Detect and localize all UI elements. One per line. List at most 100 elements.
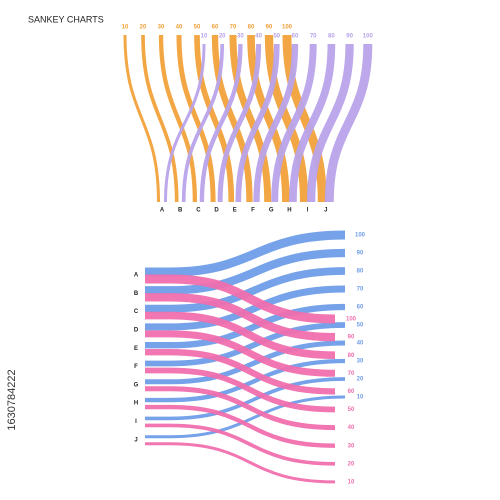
- flow: [235, 43, 280, 203]
- value-label: 40: [176, 25, 183, 31]
- flow: [145, 303, 346, 349]
- value-label: 30: [348, 443, 355, 449]
- value-label: 80: [348, 353, 355, 359]
- flow: [229, 34, 272, 203]
- flow: [145, 267, 346, 313]
- node-label: E: [233, 208, 237, 214]
- flow: [145, 367, 336, 413]
- flow: [289, 43, 336, 203]
- flow: [145, 395, 346, 439]
- node-label: C: [134, 309, 139, 315]
- value-label: 90: [346, 34, 353, 40]
- flow: [264, 34, 309, 203]
- flow: [247, 34, 290, 203]
- node-label: J: [324, 208, 327, 214]
- value-label: 30: [357, 359, 364, 365]
- chart-title: SANKEY CHARTS: [28, 14, 104, 24]
- value-label: 100: [355, 233, 366, 239]
- flow: [145, 386, 336, 431]
- node-label: F: [251, 208, 255, 214]
- value-label: 10: [348, 479, 355, 485]
- value-label: 80: [357, 269, 364, 275]
- value-label: 100: [363, 34, 374, 40]
- value-label: 20: [140, 25, 147, 31]
- flow: [145, 322, 346, 367]
- value-label: 90: [348, 335, 355, 341]
- value-label: 100: [346, 317, 357, 323]
- value-label: 90: [266, 25, 273, 31]
- flow: [145, 423, 336, 466]
- node-label: J: [134, 437, 137, 443]
- flow: [253, 43, 299, 203]
- value-label: 80: [248, 25, 255, 31]
- value-label: 60: [292, 34, 299, 40]
- value-label: 20: [357, 377, 364, 383]
- flow: [145, 230, 346, 277]
- flow: [123, 34, 160, 203]
- flow: [145, 293, 336, 342]
- value-label: 50: [357, 323, 364, 329]
- value-label: 80: [328, 34, 335, 40]
- value-label: 70: [310, 34, 317, 40]
- value-label: 70: [348, 371, 355, 377]
- value-label: 70: [230, 25, 237, 31]
- value-label: 20: [348, 461, 355, 467]
- value-label: 50: [273, 34, 280, 40]
- value-label: 60: [348, 389, 355, 395]
- value-label: 40: [357, 341, 364, 347]
- value-label: 60: [357, 305, 364, 311]
- value-label: 40: [255, 34, 262, 40]
- watermark-id: 1630784222: [6, 369, 18, 430]
- flow: [271, 43, 317, 203]
- node-label: I: [307, 208, 309, 214]
- value-label: 10: [122, 25, 129, 31]
- flow: [145, 248, 346, 295]
- flow: [141, 34, 179, 203]
- node-label: I: [135, 419, 137, 425]
- flow: [199, 43, 243, 203]
- value-label: 70: [357, 287, 364, 293]
- node-label: F: [134, 364, 138, 370]
- node-label: G: [134, 382, 139, 388]
- flow: [145, 330, 336, 377]
- flow: [181, 43, 225, 203]
- node-label: A: [134, 273, 139, 279]
- value-label: 40: [348, 425, 355, 431]
- flow: [176, 34, 216, 203]
- value-label: 30: [237, 34, 244, 40]
- node-label: H: [134, 401, 138, 407]
- flow: [282, 34, 327, 203]
- node-label: B: [178, 208, 183, 214]
- value-label: 50: [348, 407, 355, 413]
- node-label: H: [287, 208, 291, 214]
- value-label: 20: [219, 34, 226, 40]
- node-label: C: [196, 208, 201, 214]
- value-label: 60: [212, 25, 219, 31]
- flow: [324, 43, 373, 203]
- flow: [145, 349, 336, 395]
- node-label: B: [134, 291, 139, 297]
- node-label: D: [214, 208, 219, 214]
- value-label: 90: [357, 251, 364, 257]
- flow: [145, 285, 346, 331]
- value-label: 100: [282, 25, 293, 31]
- flow: [145, 404, 336, 448]
- flow: [164, 43, 206, 203]
- node-label: E: [134, 346, 138, 352]
- flow: [145, 311, 336, 360]
- flow: [158, 34, 198, 203]
- flow: [306, 43, 354, 203]
- value-label: 10: [201, 34, 208, 40]
- value-label: 50: [194, 25, 201, 31]
- value-label: 30: [158, 25, 165, 31]
- node-label: D: [134, 327, 139, 333]
- flow: [145, 358, 346, 403]
- flow: [145, 442, 336, 484]
- node-label: G: [269, 208, 274, 214]
- flow: [145, 274, 336, 324]
- node-label: A: [160, 208, 165, 214]
- flow: [145, 340, 346, 385]
- flow: [217, 43, 262, 203]
- flow: [194, 34, 235, 203]
